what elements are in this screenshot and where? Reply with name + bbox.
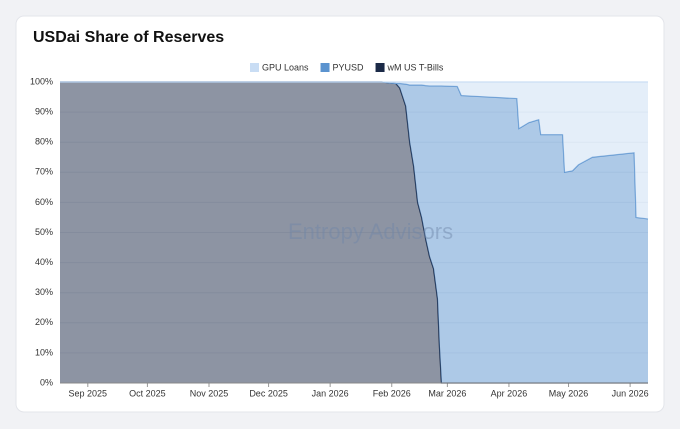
y-tick-label: 100% bbox=[30, 76, 53, 86]
legend-label: PYUSD bbox=[333, 62, 365, 72]
legend: GPU Loans PYUSD wM US T-Bills bbox=[250, 62, 444, 72]
x-tick-label: Nov 2025 bbox=[190, 388, 229, 398]
y-tick-label: 90% bbox=[35, 106, 53, 116]
plot-area: 0% 10% 20% 30% 40% 50% 60% 70% 80% 90% 100% Sep 202… bbox=[30, 76, 649, 398]
y-tick-label: 10% bbox=[35, 347, 53, 357]
chart-title: USDai Share of Reserves bbox=[33, 29, 224, 46]
x-tick-label: Sep 2025 bbox=[69, 388, 108, 398]
area bbox=[60, 82, 648, 383]
watermark: Entropy Advisors bbox=[288, 219, 453, 244]
y-tick-label: 50% bbox=[35, 227, 53, 237]
y-tick-label: 70% bbox=[35, 167, 53, 177]
x-tick-label: Mar 2026 bbox=[428, 388, 466, 398]
area bbox=[60, 82, 648, 219]
y-tick-label: 60% bbox=[35, 197, 53, 207]
x-tick-label: Jun 2026 bbox=[612, 388, 649, 398]
legend-label: GPU Loans bbox=[262, 62, 309, 72]
y-tick-label: 20% bbox=[35, 317, 53, 327]
legend-swatch bbox=[320, 63, 330, 72]
y-tick-label: 80% bbox=[35, 137, 53, 147]
x-tick-label: May 2026 bbox=[549, 388, 589, 398]
x-tick-label: Dec 2025 bbox=[249, 388, 288, 398]
x-tick-label: Jan 2026 bbox=[312, 388, 349, 398]
y-tick-label: 0% bbox=[40, 377, 53, 387]
area bbox=[60, 82, 648, 383]
legend-label: wM US T-Bills bbox=[387, 62, 444, 72]
legend-swatch bbox=[375, 63, 385, 72]
y-tick-label: 40% bbox=[35, 257, 53, 267]
x-tick-label: Oct 2025 bbox=[129, 388, 166, 398]
x-tick-label: Apr 2026 bbox=[491, 388, 528, 398]
legend-swatch bbox=[250, 63, 259, 72]
x-tick-label: Feb 2026 bbox=[373, 388, 411, 398]
y-tick-label: 30% bbox=[35, 287, 53, 297]
